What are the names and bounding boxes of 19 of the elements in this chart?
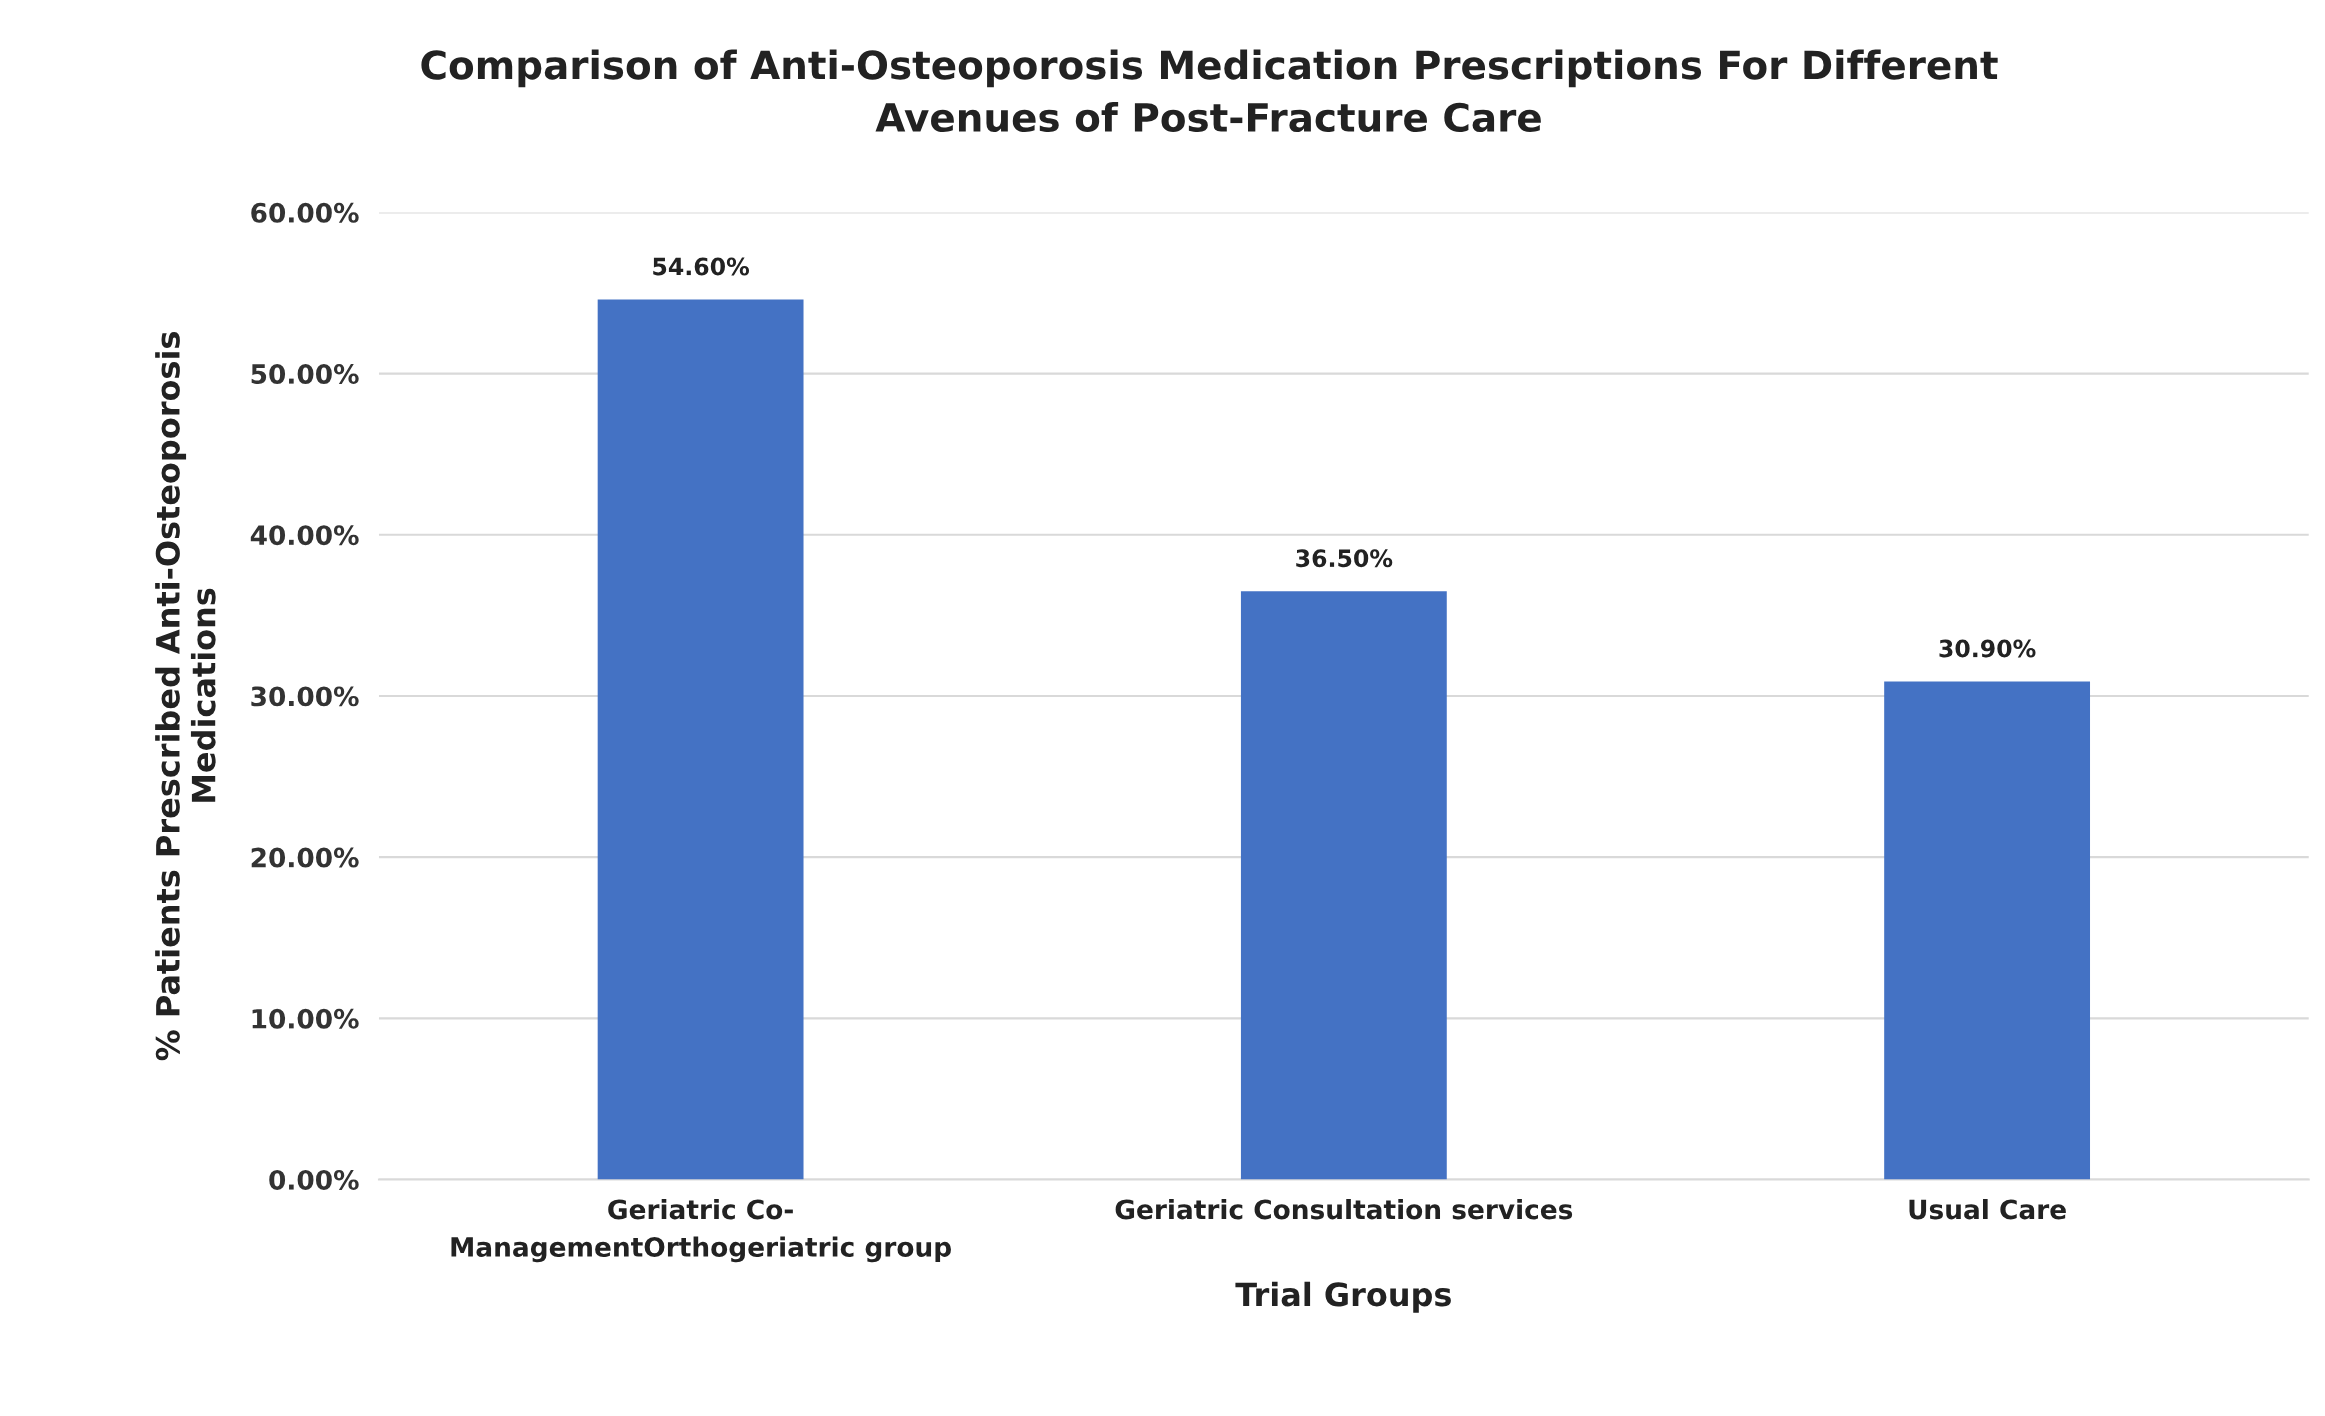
bar [1240,591,1447,1180]
data-label: 36.50% [1296,549,1393,568]
y-tick-label: 20.00% [251,847,359,868]
x-tick-label: Geriatric Co- ManagementOrthogeriatric group [451,1198,951,1263]
y-tick-label: 50.00% [251,364,359,384]
bar [1884,681,2091,1180]
y-axis-title: % Patients Prescribed Anti-Osteoporosis Medications [155,332,216,1061]
y-tick-label: 0.00% [269,1169,359,1190]
y-tick-label: 40.00% [250,525,359,546]
y-tick-label: 60.00% [251,202,359,223]
x-tick-label: Usual Care [1909,1198,2066,1220]
chart-title: Comparison of Anti-Osteoporosis Medication Prescriptions For Different Avenues of Post-Fracture Care [421,49,1998,133]
x-axis-title: Trial Groups [1235,1281,1451,1313]
x-tick-label: Geriatric Consultation services [1115,1198,1573,1220]
y-tick-label: 30.00% [251,686,359,707]
bar [597,299,804,1180]
data-label: 30.90% [1939,639,2036,658]
y-tick-label: 10.00% [252,1008,359,1029]
data-label: 54.60% [653,257,750,276]
